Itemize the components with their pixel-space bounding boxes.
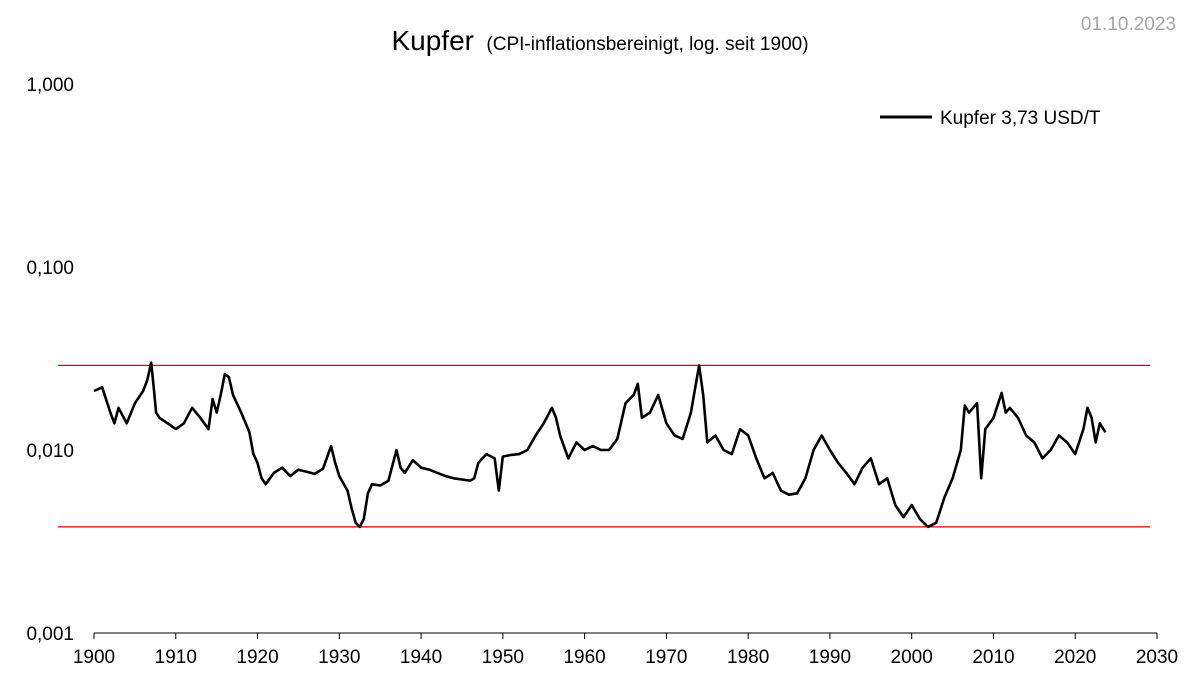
x-tick-label: 1900 <box>73 647 115 668</box>
y-tick-label: 0,001 <box>26 624 74 645</box>
reference-lines <box>58 364 1150 528</box>
x-axis-ticks: 1900 1910 1920 1930 1940 1950 1960 1970 1980 1990… <box>73 633 1178 668</box>
x-tick-label: 1950 <box>482 647 524 668</box>
x-tick-label: 2020 <box>1054 647 1096 668</box>
chart-title-group: Kupfer (CPI-inflationsbereinigt, log. se… <box>391 25 808 56</box>
y-tick-label: 0,100 <box>26 258 74 279</box>
x-tick-label: 2000 <box>891 647 933 668</box>
x-tick-label: 2010 <box>972 647 1014 668</box>
y-tick-label: 1,000 <box>26 75 74 96</box>
legend: Kupfer 3,73 USD/T <box>880 108 1101 129</box>
legend-entry: Kupfer 3,73 USD/T <box>940 108 1101 129</box>
x-tick-label: 1980 <box>727 647 769 668</box>
x-tick-label: 1990 <box>809 647 851 668</box>
x-tick-label: 1930 <box>318 647 360 668</box>
series-layer <box>93 361 1107 529</box>
x-tick-label: 1920 <box>236 647 278 668</box>
x-tick-label: 1970 <box>645 647 687 668</box>
chart-title: Kupfer <box>391 25 474 56</box>
x-tick-label: 1960 <box>563 647 605 668</box>
y-axis-ticks: 1,000 0,100 0,010 0,001 <box>26 75 74 645</box>
x-tick-label: 1910 <box>155 647 197 668</box>
series-line-0 <box>93 361 1107 529</box>
x-tick-label: 2030 <box>1136 647 1178 668</box>
date-label: 01.10.2023 <box>1081 14 1176 35</box>
chart-subtitle: (CPI-inflationsbereinigt, log. seit 1900… <box>486 34 808 55</box>
y-tick-label: 0,010 <box>26 441 74 462</box>
x-tick-label: 1940 <box>400 647 442 668</box>
